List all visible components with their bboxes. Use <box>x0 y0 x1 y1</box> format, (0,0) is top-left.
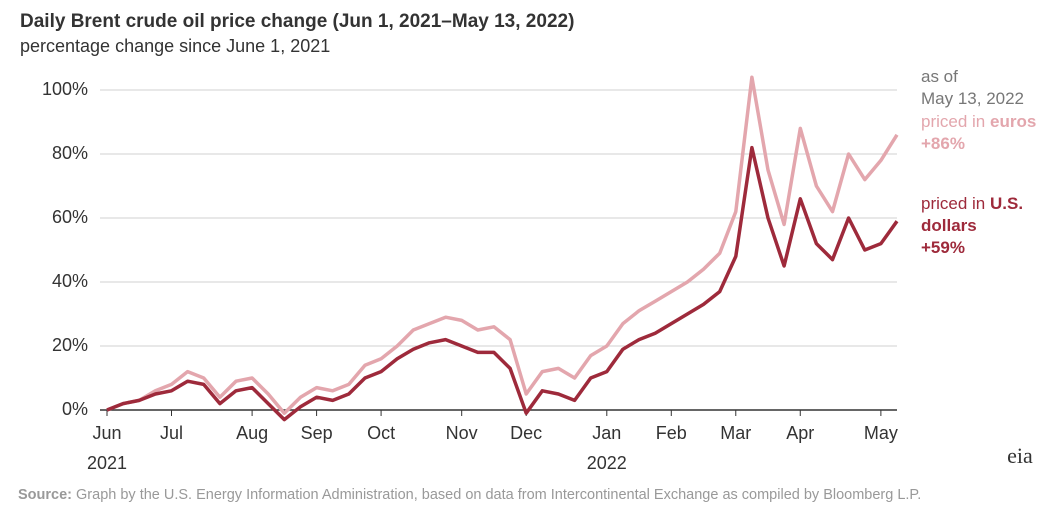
end-label: +59% <box>921 238 965 257</box>
euro-label: priced in euros +86% <box>921 111 1051 155</box>
x-tick-label: Apr <box>786 423 814 443</box>
year-label: 2022 <box>587 453 627 473</box>
x-tick-label: Jul <box>160 423 183 443</box>
source-text: Graph by the U.S. Energy Information Adm… <box>76 487 922 503</box>
series-name: euros <box>990 112 1037 131</box>
x-tick-label: Dec <box>510 423 542 443</box>
series-prefix: priced in <box>921 194 986 213</box>
source-note: Source: Graph by the U.S. Energy Informa… <box>18 486 1038 504</box>
as-of-date: May 13, 2022 <box>921 89 1025 108</box>
x-tick-label: Feb <box>656 423 687 443</box>
y-tick-label: 40% <box>52 271 88 291</box>
year-label: 2021 <box>87 453 127 473</box>
y-tick-label: 60% <box>52 207 88 227</box>
logo: eia <box>1007 443 1033 468</box>
y-tick-label: 0% <box>62 399 88 419</box>
series-prefix: priced in <box>921 112 986 131</box>
chart-title: Daily Brent crude oil price change (Jun … <box>20 11 574 32</box>
series-name: U.S. dollars <box>921 194 1024 235</box>
x-tick-label: Mar <box>720 423 751 443</box>
end-label: +86% <box>921 134 965 153</box>
series-line <box>106 75 899 415</box>
x-tick-label: Jan <box>592 423 621 443</box>
y-tick-label: 20% <box>52 335 88 355</box>
dollar-label: priced in U.S. dollars +59% <box>921 193 1031 259</box>
chart-subtitle: percentage change since June 1, 2021 <box>20 36 330 56</box>
x-tick-label: Nov <box>446 423 478 443</box>
y-tick-label: 80% <box>52 143 88 163</box>
y-tick-label: 100% <box>42 79 88 99</box>
as-of-note: as of May 13, 2022 <box>921 66 1051 110</box>
x-tick-label: Sep <box>301 423 333 443</box>
x-tick-label: Aug <box>236 423 268 443</box>
x-tick-label: Oct <box>367 423 395 443</box>
source-label: Source: <box>18 487 72 503</box>
as-of: as of <box>921 67 958 86</box>
x-tick-label: Jun <box>92 423 121 443</box>
series-line <box>106 145 899 422</box>
x-tick-label: May <box>864 423 898 443</box>
